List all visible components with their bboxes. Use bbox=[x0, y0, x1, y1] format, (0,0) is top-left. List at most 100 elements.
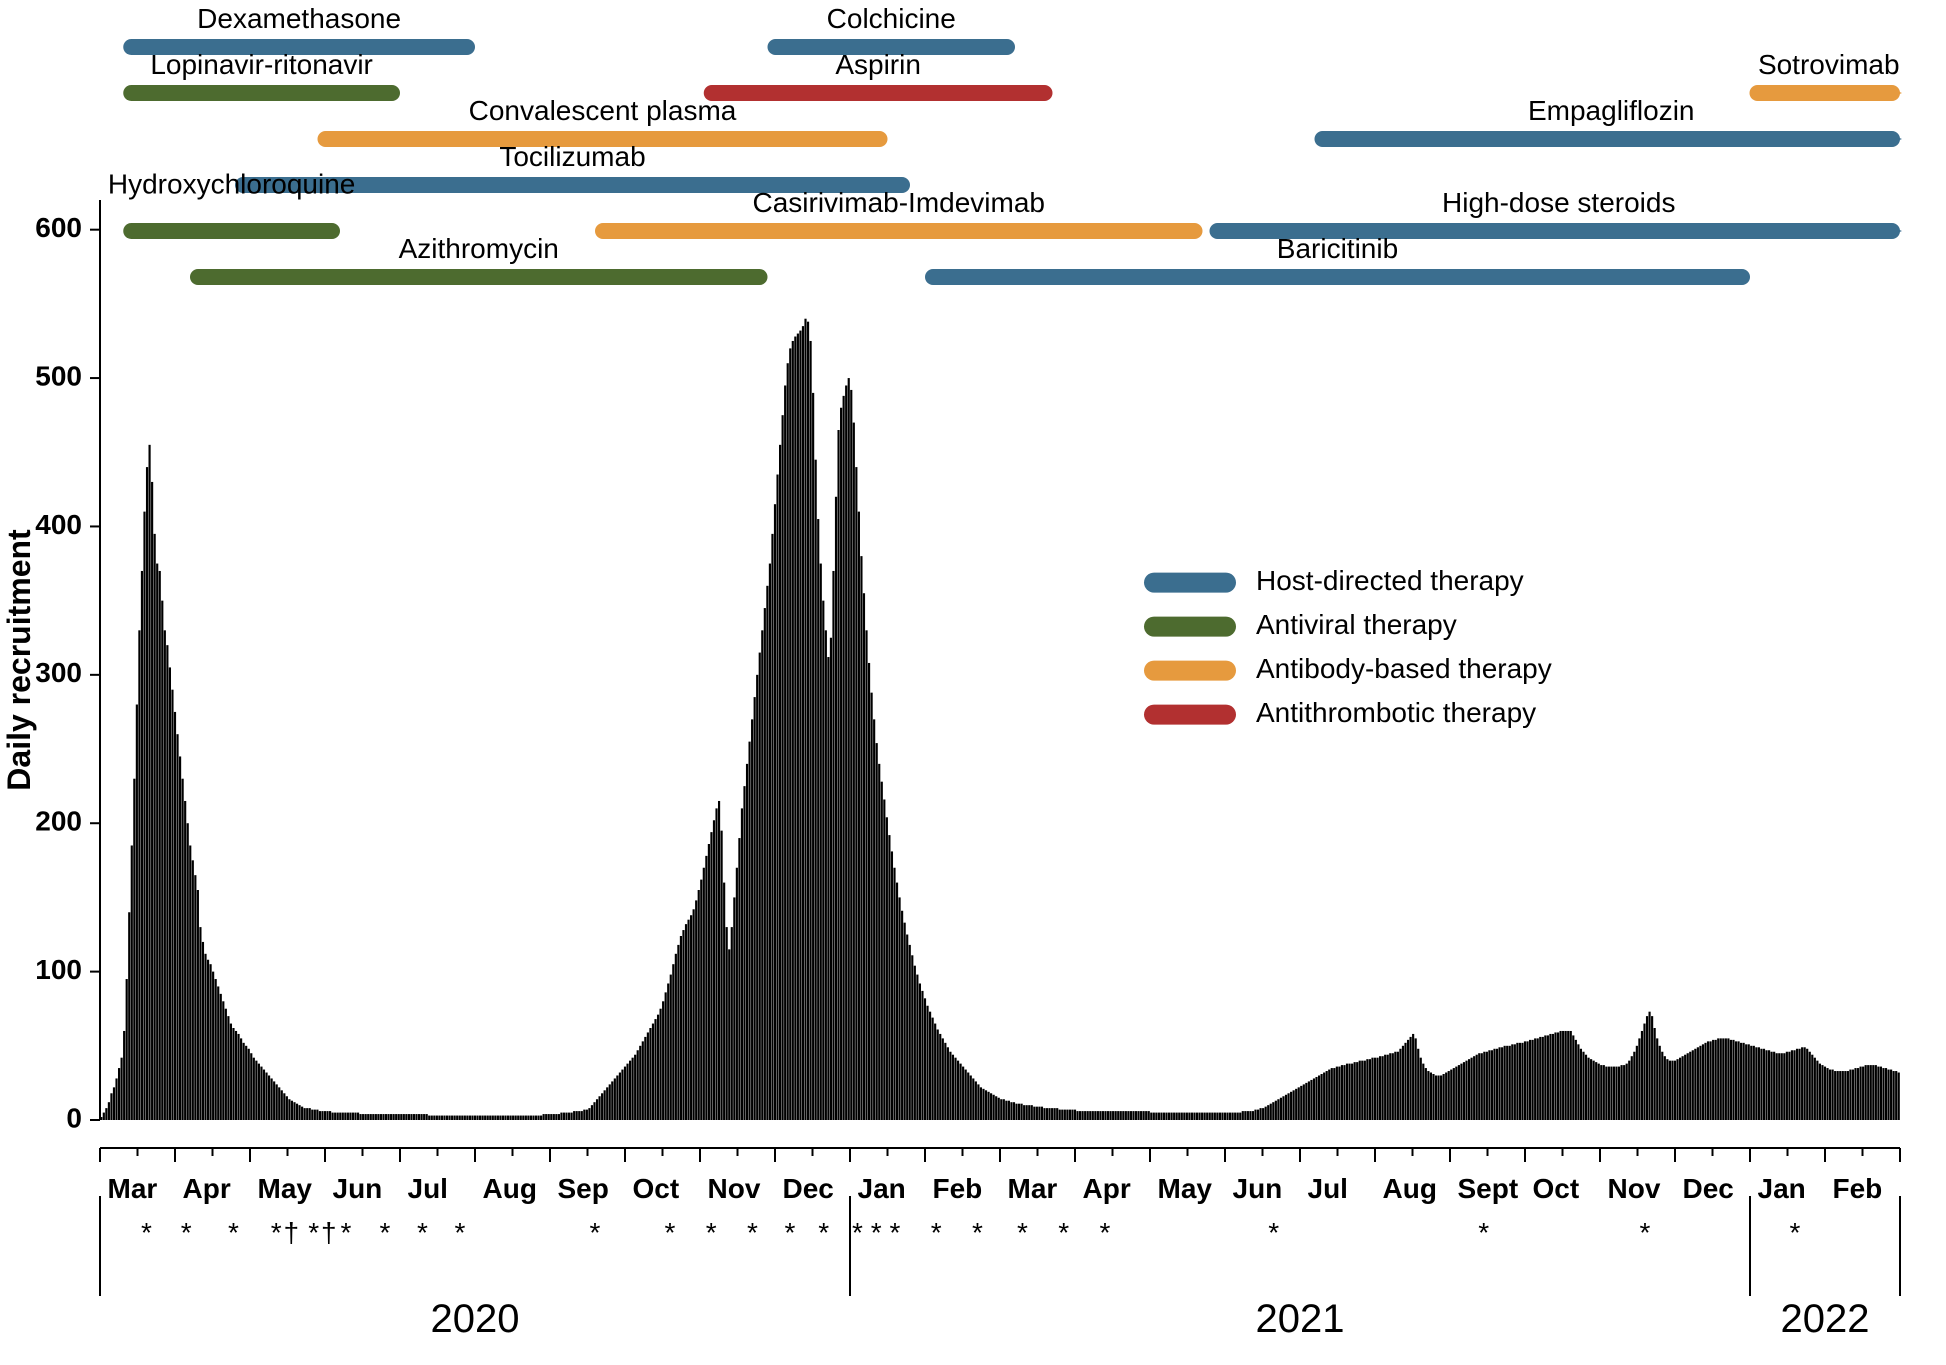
therapy-bar bbox=[595, 223, 1203, 239]
recruitment-bar bbox=[1486, 1052, 1488, 1120]
recruitment-bar bbox=[352, 1113, 354, 1120]
recruitment-bar bbox=[705, 856, 707, 1120]
recruitment-bar bbox=[1387, 1055, 1389, 1120]
recruitment-bar bbox=[970, 1075, 972, 1120]
recruitment-bar bbox=[1867, 1065, 1869, 1120]
recruitment-bar bbox=[1064, 1110, 1066, 1120]
recruitment-bar bbox=[1626, 1064, 1628, 1120]
recruitment-bar bbox=[410, 1114, 412, 1120]
recruitment-bar bbox=[1323, 1073, 1325, 1120]
recruitment-bar bbox=[1504, 1046, 1506, 1120]
recruitment-bar bbox=[1219, 1113, 1221, 1120]
annotation-symbol: * bbox=[1268, 1217, 1279, 1248]
recruitment-bar bbox=[1198, 1113, 1200, 1120]
annotation-symbol: * bbox=[417, 1217, 428, 1248]
recruitment-bar bbox=[784, 385, 786, 1120]
recruitment-bar bbox=[1389, 1053, 1391, 1120]
recruitment-bar bbox=[1056, 1108, 1058, 1120]
recruitment-bar bbox=[1666, 1059, 1668, 1120]
recruitment-bar bbox=[1310, 1080, 1312, 1120]
recruitment-bar bbox=[1465, 1061, 1467, 1120]
recruitment-bar bbox=[1206, 1113, 1208, 1120]
recruitment-bar bbox=[174, 712, 176, 1120]
recruitment-bar bbox=[151, 482, 153, 1120]
recruitment-bar bbox=[1552, 1034, 1554, 1120]
recruitment-bar bbox=[489, 1116, 491, 1120]
annotation-symbol: * bbox=[1790, 1217, 1801, 1248]
recruitment-bar bbox=[553, 1114, 555, 1120]
recruitment-bar bbox=[1689, 1052, 1691, 1120]
recruitment-bar bbox=[1361, 1061, 1363, 1120]
therapy-label: Baricitinib bbox=[1277, 233, 1398, 264]
y-tick-label: 400 bbox=[35, 509, 82, 540]
year-label: 2022 bbox=[1781, 1297, 1870, 1341]
recruitment-bar bbox=[1610, 1067, 1612, 1120]
recruitment-bar bbox=[873, 719, 875, 1120]
recruitment-bar bbox=[482, 1116, 484, 1120]
recruitment-bar bbox=[1247, 1111, 1249, 1120]
recruitment-bar bbox=[248, 1049, 250, 1120]
recruitment-bar bbox=[1524, 1041, 1526, 1120]
recruitment-bar bbox=[982, 1089, 984, 1120]
annotation-symbol: * bbox=[141, 1217, 152, 1248]
recruitment-bar bbox=[169, 667, 171, 1120]
recruitment-bar bbox=[746, 764, 748, 1120]
recruitment-bar bbox=[1379, 1056, 1381, 1120]
recruitment-bar bbox=[845, 385, 847, 1120]
recruitment-bar bbox=[182, 779, 184, 1120]
recruitment-bar bbox=[207, 960, 209, 1120]
recruitment-bar bbox=[1397, 1052, 1399, 1120]
recruitment-bar bbox=[1755, 1047, 1757, 1120]
recruitment-bar bbox=[1277, 1099, 1279, 1120]
recruitment-bar bbox=[1684, 1055, 1686, 1120]
recruitment-bar bbox=[548, 1114, 550, 1120]
recruitment-bar bbox=[837, 430, 839, 1120]
recruitment-bar bbox=[1046, 1108, 1048, 1120]
recruitment-bar bbox=[1043, 1108, 1045, 1120]
recruitment-bar bbox=[329, 1111, 331, 1120]
recruitment-bar bbox=[558, 1114, 560, 1120]
recruitment-bar bbox=[532, 1116, 534, 1120]
recruitment-bar bbox=[588, 1108, 590, 1120]
recruitment-bar bbox=[1737, 1041, 1739, 1120]
month-label: Jan bbox=[1758, 1173, 1806, 1204]
recruitment-bar bbox=[1875, 1065, 1877, 1120]
recruitment-bar bbox=[1346, 1064, 1348, 1120]
recruitment-bar bbox=[405, 1114, 407, 1120]
recruitment-bar bbox=[1532, 1040, 1534, 1120]
recruitment-bar bbox=[115, 1078, 117, 1120]
recruitment-bar bbox=[1587, 1058, 1589, 1120]
recruitment-bar bbox=[1664, 1056, 1666, 1120]
annotation-symbol: † bbox=[283, 1217, 299, 1248]
recruitment-bar bbox=[1455, 1067, 1457, 1120]
recruitment-bar bbox=[609, 1084, 611, 1120]
recruitment-bar bbox=[1191, 1113, 1193, 1120]
recruitment-bar bbox=[1315, 1077, 1317, 1120]
recruitment-bar bbox=[166, 645, 168, 1120]
recruitment-bar bbox=[1084, 1111, 1086, 1120]
recruitment-bar bbox=[843, 396, 845, 1120]
recruitment-bar bbox=[855, 467, 857, 1120]
recruitment-bar bbox=[161, 601, 163, 1120]
recruitment-bar bbox=[1847, 1071, 1849, 1120]
recruitment-bar bbox=[504, 1116, 506, 1120]
recruitment-bar bbox=[1036, 1107, 1038, 1120]
recruitment-bar bbox=[426, 1114, 428, 1120]
recruitment-bar bbox=[1453, 1068, 1455, 1120]
recruitment-bar bbox=[288, 1099, 290, 1120]
recruitment-bar bbox=[568, 1113, 570, 1120]
recruitment-bar bbox=[993, 1095, 995, 1120]
recruitment-bar bbox=[863, 593, 865, 1120]
month-label: Oct bbox=[1533, 1173, 1580, 1204]
recruitment-bar bbox=[1806, 1049, 1808, 1120]
recruitment-bar bbox=[1021, 1104, 1023, 1120]
recruitment-bar bbox=[1811, 1055, 1813, 1120]
recruitment-bar bbox=[1697, 1047, 1699, 1120]
recruitment-bar bbox=[748, 742, 750, 1120]
recruitment-bar bbox=[1432, 1074, 1434, 1120]
recruitment-bar bbox=[909, 945, 911, 1120]
recruitment-bar bbox=[1137, 1111, 1139, 1120]
recruitment-bar bbox=[1809, 1052, 1811, 1120]
recruitment-bar bbox=[1880, 1067, 1882, 1120]
recruitment-bar bbox=[1364, 1061, 1366, 1120]
